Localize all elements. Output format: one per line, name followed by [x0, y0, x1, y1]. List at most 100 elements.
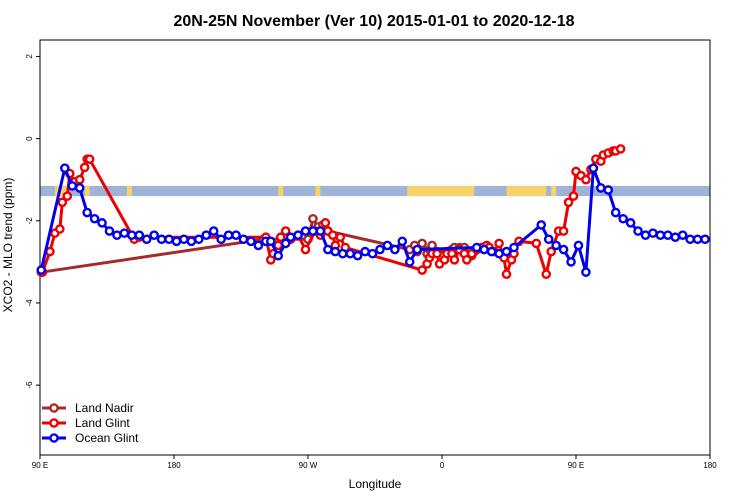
data-point	[541, 269, 552, 280]
data-point	[501, 269, 512, 280]
x-tick-label: 90 E	[32, 461, 48, 470]
x-tick-label: 90 E	[568, 461, 584, 470]
data-point	[588, 163, 599, 173]
data-point	[471, 242, 482, 253]
data-point	[186, 236, 197, 247]
data-point	[352, 250, 363, 261]
data-point	[171, 236, 182, 247]
data-point	[134, 230, 145, 240]
data-point	[603, 185, 614, 195]
y-axis: 2 0 -2 -4 -6	[25, 54, 40, 389]
data-point	[546, 246, 556, 257]
data-point	[633, 226, 643, 236]
data-point	[275, 232, 286, 243]
data-point	[551, 240, 561, 251]
data-point	[700, 234, 710, 245]
data-point	[216, 234, 226, 245]
data-point	[300, 226, 311, 236]
data-point	[57, 197, 68, 208]
data-point	[164, 234, 174, 245]
data-point	[97, 218, 107, 228]
data-point	[238, 234, 249, 245]
data-point	[208, 226, 219, 236]
legend-marker	[49, 433, 59, 443]
data-point	[531, 238, 542, 249]
data-point	[501, 246, 512, 257]
data-point	[404, 257, 415, 267]
data-point	[479, 244, 489, 255]
data-point	[566, 257, 576, 267]
legend-label: Land Nadir	[75, 401, 134, 415]
data-point	[328, 230, 338, 240]
x-axis-label: Longitude	[349, 477, 402, 491]
data-point	[293, 230, 303, 240]
data-point	[201, 230, 212, 240]
data-point	[509, 242, 519, 253]
x-tick-label: 90 W	[299, 461, 318, 470]
data-point	[320, 218, 331, 228]
data-point	[390, 244, 400, 255]
data-point	[397, 236, 408, 247]
data-point	[417, 238, 427, 249]
plot-frame	[39, 39, 711, 456]
data-point	[273, 250, 284, 261]
data-point	[62, 191, 73, 201]
legend-label: Ocean Glint	[75, 431, 139, 445]
data-point	[337, 248, 348, 259]
land-patch	[506, 185, 547, 197]
data-point	[375, 244, 385, 255]
data-point	[648, 228, 658, 238]
series-line	[41, 147, 622, 276]
data-point	[345, 248, 355, 259]
data-point	[194, 234, 204, 245]
legend-marker	[49, 403, 59, 413]
data-point	[536, 220, 547, 230]
data-point	[581, 267, 591, 277]
data-point	[300, 244, 311, 255]
data-point	[246, 236, 256, 247]
data-point	[563, 197, 574, 208]
land-patch	[126, 185, 132, 197]
data-point	[330, 246, 341, 257]
data-point	[82, 207, 92, 218]
data-point	[618, 213, 628, 224]
data-point	[74, 174, 85, 185]
data-point	[417, 265, 427, 275]
data-point	[367, 248, 378, 259]
data-point	[265, 236, 276, 247]
data-point	[462, 255, 472, 265]
data-point	[494, 238, 504, 249]
legend-marker	[49, 418, 59, 428]
data-point	[670, 232, 681, 243]
data-point	[568, 191, 579, 201]
data-point	[640, 230, 651, 240]
data-point	[104, 226, 115, 236]
data-point	[610, 207, 621, 218]
data-point	[112, 230, 122, 240]
data-point	[55, 224, 65, 234]
x-tick-label: 0	[440, 461, 445, 470]
y-tick-label: -2	[25, 217, 34, 225]
data-point	[543, 234, 554, 245]
data-point	[685, 234, 695, 245]
data-point	[382, 240, 393, 251]
legend-entry: Ocean Glint	[42, 431, 139, 445]
data-point	[156, 234, 167, 245]
data-point	[84, 154, 95, 164]
land-patch	[54, 185, 68, 197]
data-point	[74, 183, 85, 193]
data-point	[67, 181, 78, 191]
legend-entry: Land Glint	[42, 416, 130, 430]
data-point	[308, 213, 318, 224]
data-point	[655, 230, 666, 240]
data-point	[486, 246, 497, 257]
data-point	[280, 226, 291, 236]
land-patch	[84, 185, 90, 197]
data-point	[36, 265, 47, 275]
data-point	[581, 174, 591, 185]
land-patch	[407, 185, 475, 197]
data-point	[432, 248, 442, 259]
series-ocean-glint	[36, 163, 710, 277]
legend-label: Land Glint	[75, 416, 130, 430]
